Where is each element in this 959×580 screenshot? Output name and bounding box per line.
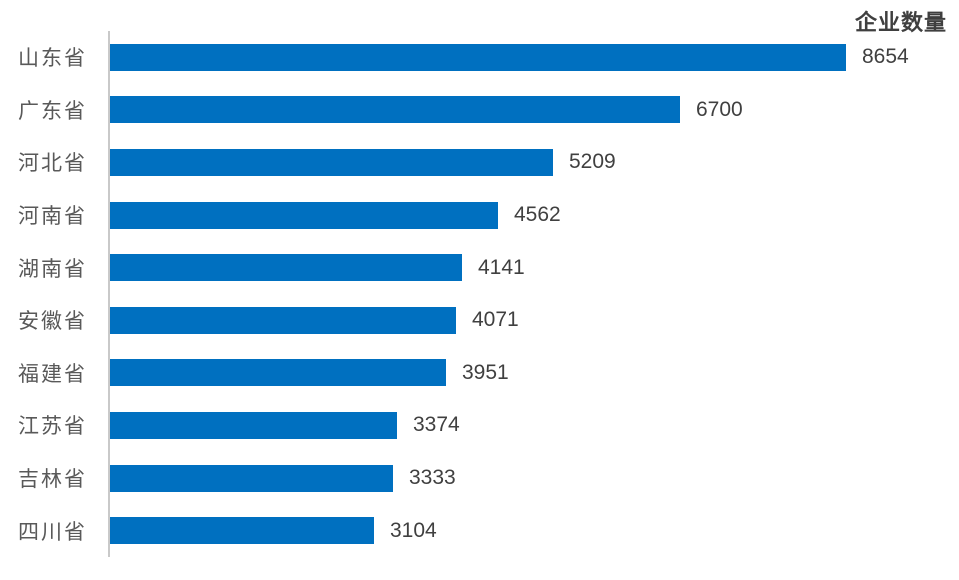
category-label: 福建省 [18, 362, 87, 386]
value-label: 8654 [862, 45, 909, 69]
chart-title: 企业数量 [854, 10, 947, 35]
category-label: 广东省 [18, 99, 87, 123]
chart-row: 安徽省 4071 [0, 294, 959, 347]
category-label: 江苏省 [18, 415, 87, 439]
chart-row: 吉林省 3333 [0, 452, 959, 505]
category-label: 湖南省 [18, 257, 87, 281]
chart-row: 河北省 5209 [0, 136, 959, 189]
chart-row: 广东省 6700 [0, 84, 959, 137]
value-label: 3951 [462, 360, 509, 384]
category-label: 河南省 [18, 205, 87, 229]
chart-row: 四川省 3104 [0, 504, 959, 557]
value-label: 4071 [472, 308, 519, 332]
value-label: 3333 [409, 466, 456, 490]
bar [110, 201, 498, 229]
bar [110, 517, 374, 545]
value-label: 3104 [390, 518, 437, 542]
bar [110, 359, 446, 387]
bar [110, 43, 846, 71]
category-label: 河北省 [18, 152, 87, 176]
value-label: 4562 [514, 203, 561, 227]
chart-rows: 山东省 8654 广东省 6700 河北省 5209 河南省 4562 湖南省 4141 安徽省 40… [0, 31, 959, 557]
chart-row: 湖南省 4141 [0, 241, 959, 294]
value-label: 6700 [696, 97, 743, 121]
category-label: 四川省 [18, 520, 87, 544]
category-label: 山东省 [18, 47, 87, 71]
category-label: 吉林省 [18, 468, 87, 492]
category-label: 安徽省 [18, 310, 87, 334]
bar [110, 254, 462, 282]
chart-row: 福建省 3951 [0, 347, 959, 400]
chart-row: 山东省 8654 [0, 31, 959, 84]
chart-row: 河南省 4562 [0, 189, 959, 242]
bar [110, 148, 553, 176]
value-label: 3374 [413, 413, 460, 437]
y-axis-line [108, 31, 110, 557]
bar [110, 306, 456, 334]
chart-row: 江苏省 3374 [0, 399, 959, 452]
bar [110, 411, 397, 439]
bar [110, 464, 393, 492]
bar [110, 96, 680, 124]
value-label: 5209 [569, 150, 616, 174]
value-label: 4141 [478, 255, 525, 279]
